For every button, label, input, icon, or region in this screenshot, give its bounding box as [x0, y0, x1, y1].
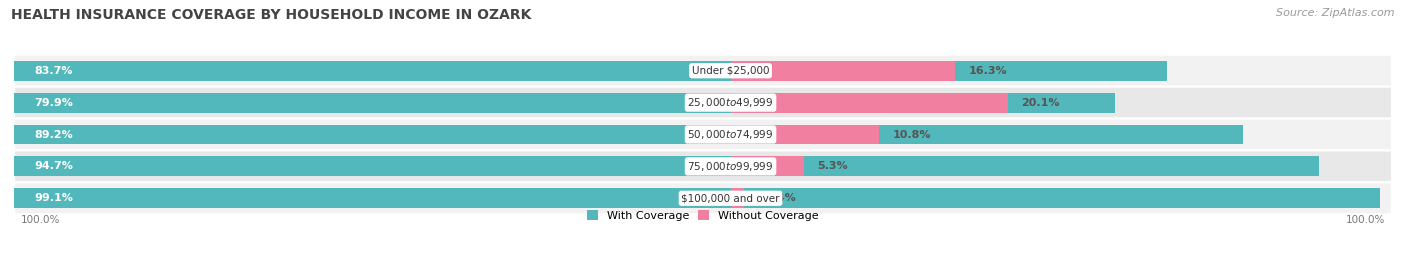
Text: Source: ZipAtlas.com: Source: ZipAtlas.com — [1277, 8, 1395, 18]
Text: 10.8%: 10.8% — [893, 129, 932, 140]
Text: 100.0%: 100.0% — [1346, 215, 1385, 225]
Bar — [14, 61, 1167, 81]
Text: 16.3%: 16.3% — [969, 66, 1008, 76]
Text: 83.7%: 83.7% — [35, 66, 73, 76]
FancyBboxPatch shape — [14, 87, 1392, 119]
Bar — [731, 93, 1008, 112]
Text: $50,000 to $74,999: $50,000 to $74,999 — [688, 128, 773, 141]
Text: HEALTH INSURANCE COVERAGE BY HOUSEHOLD INCOME IN OZARK: HEALTH INSURANCE COVERAGE BY HOUSEHOLD I… — [11, 8, 531, 22]
Bar — [731, 61, 955, 81]
Bar — [14, 125, 1243, 144]
Bar — [731, 157, 804, 176]
FancyBboxPatch shape — [14, 150, 1392, 182]
Text: 100.0%: 100.0% — [21, 215, 60, 225]
Text: 5.3%: 5.3% — [817, 161, 848, 171]
Bar — [731, 125, 879, 144]
Bar — [14, 188, 1379, 208]
Bar — [14, 93, 1115, 112]
Bar — [14, 157, 1319, 176]
Text: 79.9%: 79.9% — [35, 98, 73, 108]
Text: Under $25,000: Under $25,000 — [692, 66, 769, 76]
Text: 89.2%: 89.2% — [35, 129, 73, 140]
Text: 20.1%: 20.1% — [1021, 98, 1060, 108]
Bar — [731, 188, 744, 208]
FancyBboxPatch shape — [14, 182, 1392, 214]
FancyBboxPatch shape — [14, 119, 1392, 150]
Text: 99.1%: 99.1% — [35, 193, 73, 203]
Text: 94.7%: 94.7% — [35, 161, 73, 171]
Text: $100,000 and over: $100,000 and over — [682, 193, 780, 203]
Text: $75,000 to $99,999: $75,000 to $99,999 — [688, 160, 773, 173]
Legend: With Coverage, Without Coverage: With Coverage, Without Coverage — [582, 206, 824, 225]
FancyBboxPatch shape — [14, 55, 1392, 87]
Text: $25,000 to $49,999: $25,000 to $49,999 — [688, 96, 773, 109]
Text: 0.94%: 0.94% — [758, 193, 796, 203]
